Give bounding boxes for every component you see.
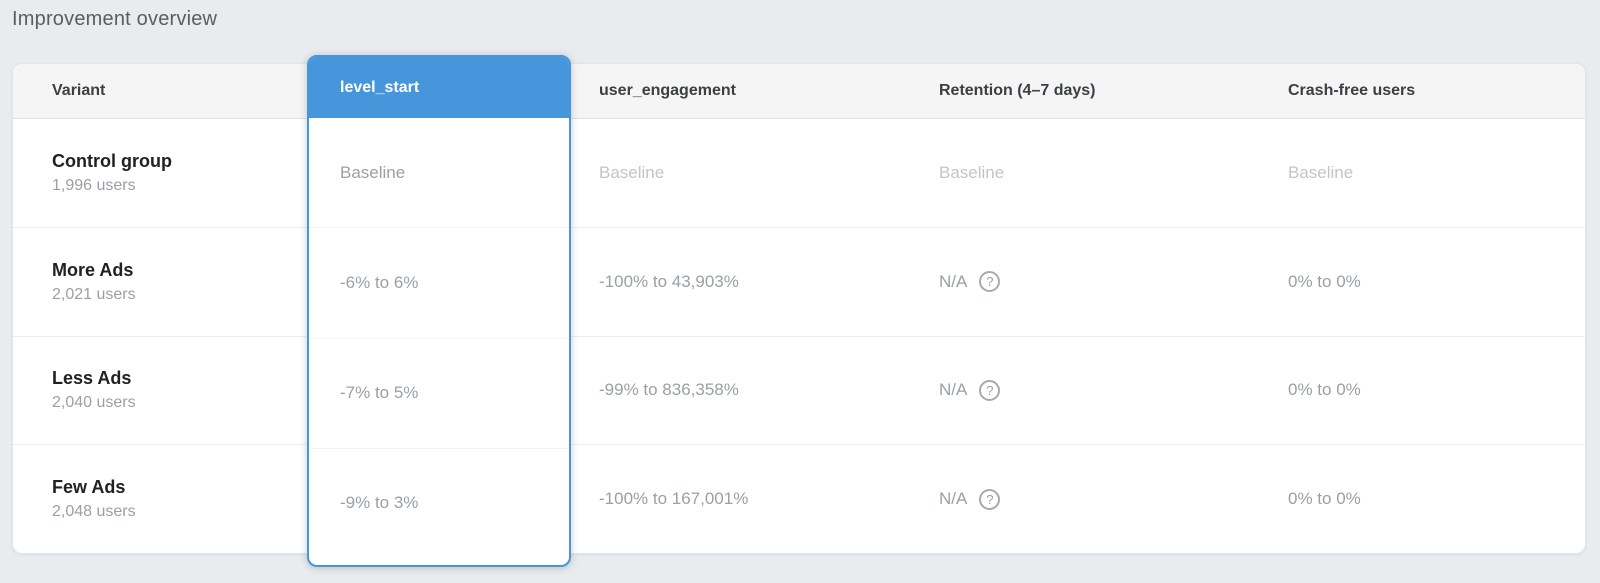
variant-name: Less Ads [52, 368, 132, 389]
user-engagement-cell: -99% to 836,358% [599, 380, 739, 400]
goal-column-body: Baseline -6% to 6% -7% to 5% -9% to 3% [309, 118, 569, 565]
improvement-overview-table: Variant user_engagement Retention (4–7 d… [12, 55, 1586, 567]
crash-free-cell: 0% to 0% [1288, 489, 1361, 509]
level-start-cell: -7% to 5% [309, 337, 569, 448]
level-start-cell: Baseline [340, 162, 406, 182]
variant-cell: More Ads 2,021 users [13, 258, 308, 306]
retention-cell: Baseline [939, 162, 1005, 182]
table-row-control-group: Control group 1,996 users Baseline Basel… [13, 119, 1585, 228]
variant-user-count: 2,021 users [52, 285, 136, 303]
retention-cell: N/A ? [910, 271, 1259, 293]
column-header-variant: Variant [52, 82, 106, 99]
user-engagement-cell: Baseline [599, 162, 665, 182]
variant-name: Control group [52, 150, 172, 171]
retention-cell: N/A ? [910, 379, 1259, 401]
highlighted-goal-column: level_start Baseline -6% to 6% -7% to 5%… [307, 55, 571, 567]
retention-value: N/A [939, 380, 968, 400]
variant-user-count: 2,048 users [52, 503, 136, 521]
goal-column-header-level-start[interactable]: level_start [309, 57, 569, 118]
variant-cell: Less Ads 2,040 users [13, 366, 308, 414]
column-header-crash-free[interactable]: Crash-free users [1288, 82, 1416, 99]
variant-user-count: 1,996 users [52, 176, 136, 194]
crash-free-cell: 0% to 0% [1288, 380, 1361, 400]
level-start-cell: -6% to 6% [309, 227, 569, 337]
help-icon[interactable]: ? [979, 271, 1001, 293]
retention-cell: N/A ? [910, 488, 1259, 510]
user-engagement-cell: -100% to 43,903% [599, 271, 739, 291]
table-row-more-ads: More Ads 2,021 users -100% to 43,903% N/… [13, 228, 1585, 337]
table-row-less-ads: Less Ads 2,040 users -99% to 836,358% N/… [13, 337, 1585, 446]
column-header-retention[interactable]: Retention (4–7 days) [939, 82, 1096, 99]
retention-value: N/A [939, 271, 968, 291]
help-icon[interactable]: ? [979, 488, 1001, 510]
table-body: Control group 1,996 users Baseline Basel… [13, 119, 1585, 553]
variant-user-count: 2,040 users [52, 394, 136, 412]
table-header-row: Variant user_engagement Retention (4–7 d… [13, 64, 1585, 119]
crash-free-cell: 0% to 0% [1288, 271, 1361, 291]
variant-name: More Ads [52, 259, 134, 280]
help-icon[interactable]: ? [979, 379, 1001, 401]
variant-name: Few Ads [52, 477, 126, 498]
level-start-cell: -9% to 3% [309, 447, 569, 558]
retention-value: N/A [939, 489, 968, 509]
crash-free-cell: Baseline [1288, 162, 1354, 182]
variant-cell: Few Ads 2,048 users [13, 475, 308, 523]
table-row-few-ads: Few Ads 2,048 users -100% to 167,001% N/… [13, 445, 1585, 553]
column-header-user-engagement[interactable]: user_engagement [599, 82, 736, 99]
page-title: Improvement overview [12, 8, 218, 30]
variant-cell: Control group 1,996 users [13, 149, 308, 197]
user-engagement-cell: -100% to 167,001% [599, 489, 749, 509]
